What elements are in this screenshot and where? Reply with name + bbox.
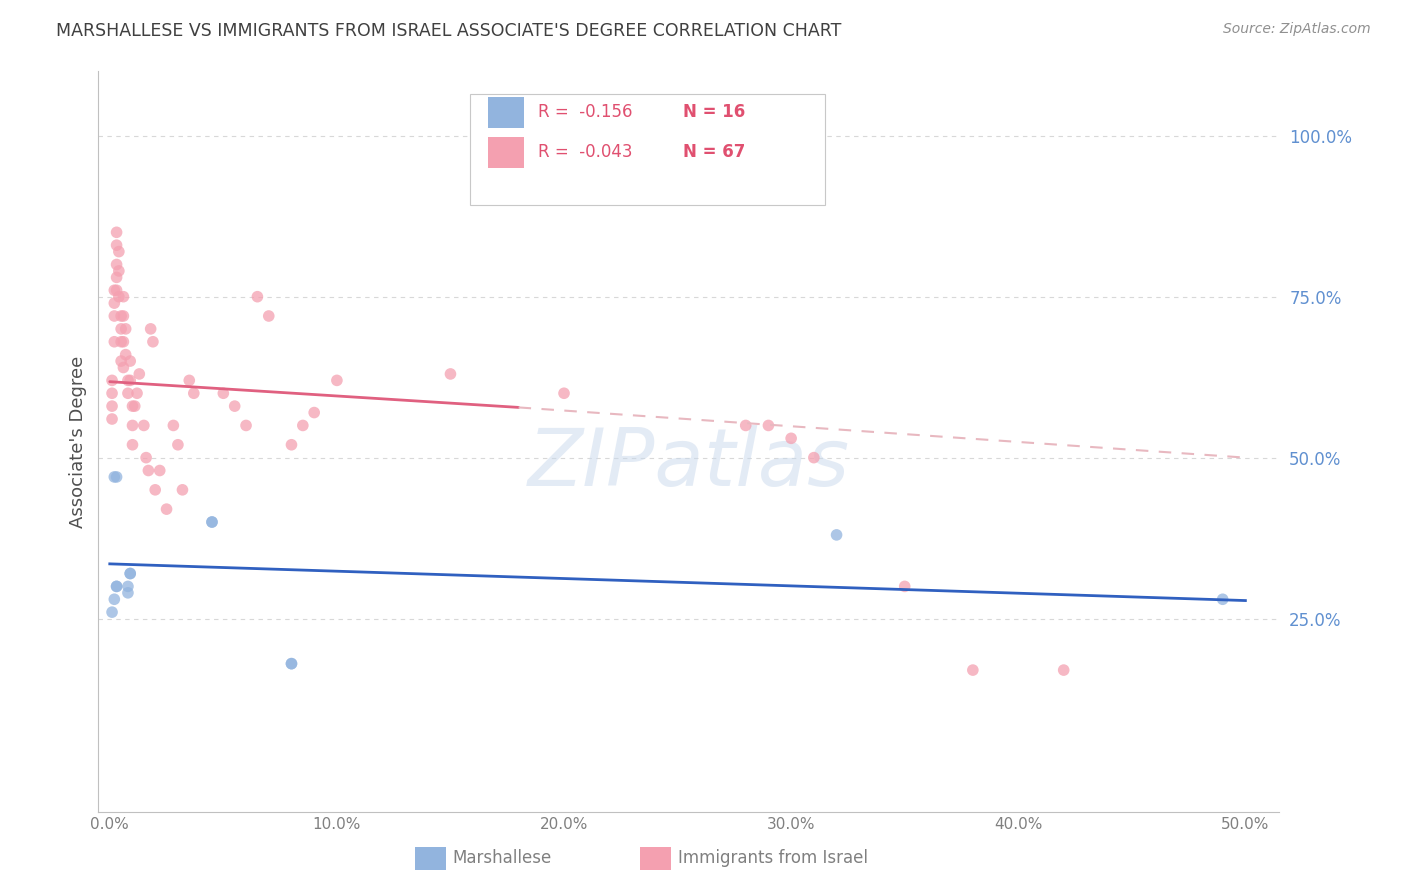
Point <box>101 412 124 426</box>
Y-axis label: Associate's Degree: Associate's Degree <box>69 355 87 528</box>
Point <box>105 270 128 285</box>
Point <box>439 367 461 381</box>
Point <box>224 399 246 413</box>
Point <box>1212 592 1234 607</box>
Point <box>138 463 160 477</box>
Point <box>257 309 280 323</box>
Point <box>149 463 172 477</box>
Point <box>103 296 125 310</box>
Point <box>108 264 131 278</box>
Point <box>114 348 136 362</box>
Point <box>280 657 302 671</box>
Point <box>112 290 135 304</box>
Point <box>105 238 128 252</box>
Point <box>179 373 201 387</box>
Point <box>101 386 124 401</box>
Point <box>103 283 125 297</box>
Text: Immigrants from Israel: Immigrants from Israel <box>678 849 868 867</box>
Text: ZIPatlas: ZIPatlas <box>527 425 851 503</box>
Point <box>142 334 165 349</box>
Point <box>162 418 184 433</box>
Point <box>108 290 131 304</box>
Point <box>893 579 915 593</box>
Point <box>128 367 150 381</box>
Text: MARSHALLESE VS IMMIGRANTS FROM ISRAEL ASSOCIATE'S DEGREE CORRELATION CHART: MARSHALLESE VS IMMIGRANTS FROM ISRAEL AS… <box>56 22 842 40</box>
Point <box>825 528 848 542</box>
Point <box>120 373 142 387</box>
Point <box>105 258 128 272</box>
Point <box>103 309 125 323</box>
Point <box>117 586 139 600</box>
Point <box>125 386 148 401</box>
Point <box>780 431 803 445</box>
Point <box>112 309 135 323</box>
Point <box>132 418 155 433</box>
Point <box>302 406 325 420</box>
Point <box>105 579 128 593</box>
Point <box>114 322 136 336</box>
Point <box>112 334 135 349</box>
Point <box>112 360 135 375</box>
Point <box>105 470 128 484</box>
Point <box>120 354 142 368</box>
Text: N = 67: N = 67 <box>683 143 745 161</box>
Point <box>110 309 132 323</box>
Point <box>326 373 349 387</box>
Point <box>553 386 575 401</box>
Text: R =  -0.156: R = -0.156 <box>537 103 633 121</box>
Point <box>121 399 143 413</box>
Point <box>280 438 302 452</box>
Point <box>246 290 269 304</box>
Point <box>962 663 984 677</box>
Point <box>117 373 139 387</box>
Point <box>103 334 125 349</box>
Text: R =  -0.043: R = -0.043 <box>537 143 633 161</box>
Point <box>291 418 314 433</box>
Point <box>803 450 825 465</box>
Text: Source: ZipAtlas.com: Source: ZipAtlas.com <box>1223 22 1371 37</box>
Point <box>280 657 302 671</box>
Point <box>124 399 146 413</box>
Point <box>734 418 756 433</box>
FancyBboxPatch shape <box>471 94 825 204</box>
Point <box>110 334 132 349</box>
Point <box>121 438 143 452</box>
Bar <box>488 136 523 168</box>
Point <box>143 483 166 497</box>
Point <box>105 225 128 239</box>
Point <box>155 502 177 516</box>
Point <box>135 450 157 465</box>
Point <box>758 418 780 433</box>
Text: Marshallese: Marshallese <box>453 849 553 867</box>
Point <box>103 592 125 607</box>
Point <box>105 283 128 297</box>
Point <box>172 483 194 497</box>
Point <box>201 515 224 529</box>
Point <box>235 418 257 433</box>
Point <box>167 438 190 452</box>
Point <box>105 579 128 593</box>
Point <box>121 418 143 433</box>
Point <box>201 515 224 529</box>
Text: N = 16: N = 16 <box>683 103 745 121</box>
Point <box>212 386 235 401</box>
Point <box>110 354 132 368</box>
Point <box>1053 663 1076 677</box>
Point <box>117 386 139 401</box>
Point <box>101 399 124 413</box>
Point <box>117 579 139 593</box>
Point <box>110 322 132 336</box>
Point <box>183 386 205 401</box>
Point <box>120 566 142 581</box>
Point <box>120 566 142 581</box>
Point <box>101 373 124 387</box>
Point <box>108 244 131 259</box>
Point <box>101 605 124 619</box>
Bar <box>488 96 523 128</box>
Point <box>139 322 162 336</box>
Point <box>103 470 125 484</box>
